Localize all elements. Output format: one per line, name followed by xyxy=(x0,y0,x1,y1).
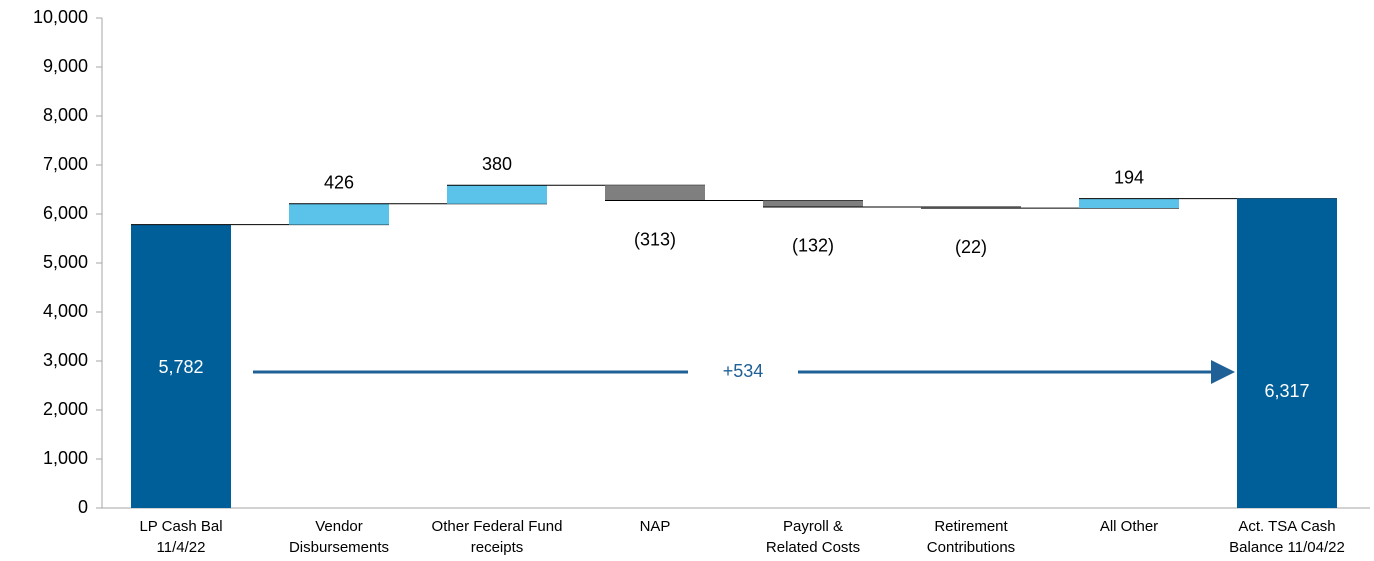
value-label: (313) xyxy=(634,229,676,249)
value-label: 5,782 xyxy=(158,357,203,377)
x-tick-label: Other Federal Fund receipts xyxy=(431,518,563,556)
value-label: (132) xyxy=(792,236,834,256)
x-tick-label: Retirement Contributions xyxy=(926,518,1016,556)
bar xyxy=(763,200,863,207)
y-tick-label: 1,000 xyxy=(43,448,88,468)
y-tick-label: 10,000 xyxy=(33,7,88,27)
y-tick-label: 3,000 xyxy=(43,350,88,370)
change-annotation: +534 xyxy=(723,361,764,381)
y-tick-label: 7,000 xyxy=(43,154,88,174)
y-tick-label: 6,000 xyxy=(43,203,88,223)
y-tick-label: 2,000 xyxy=(43,399,88,419)
x-tick-label: LP Cash Bal 11/4/22 xyxy=(139,518,223,556)
x-tick-label: All Other xyxy=(1099,518,1159,535)
bar xyxy=(447,185,547,204)
bar xyxy=(605,185,705,201)
value-label: 380 xyxy=(482,154,512,174)
bar xyxy=(1079,198,1179,209)
y-tick-label: 9,000 xyxy=(43,56,88,76)
y-tick-label: 8,000 xyxy=(43,105,88,125)
value-label: 194 xyxy=(1114,167,1144,187)
x-tick-label: Vendor Disbursements xyxy=(288,518,390,556)
x-tick-label: Payroll & Related Costs xyxy=(765,518,861,556)
bar xyxy=(921,206,1021,209)
y-tick-label: 5,000 xyxy=(43,252,88,272)
value-label: 426 xyxy=(324,173,354,193)
bar xyxy=(131,224,231,508)
y-tick-label: 0 xyxy=(78,497,88,517)
value-label: 6,317 xyxy=(1264,381,1309,401)
bar xyxy=(289,203,389,225)
value-label: (22) xyxy=(955,237,987,257)
x-tick-label: Act. TSA Cash Balance 11/04/22 xyxy=(1229,518,1345,556)
bar xyxy=(1237,198,1337,509)
x-tick-label: NAP xyxy=(639,518,671,535)
y-tick-label: 4,000 xyxy=(43,301,88,321)
